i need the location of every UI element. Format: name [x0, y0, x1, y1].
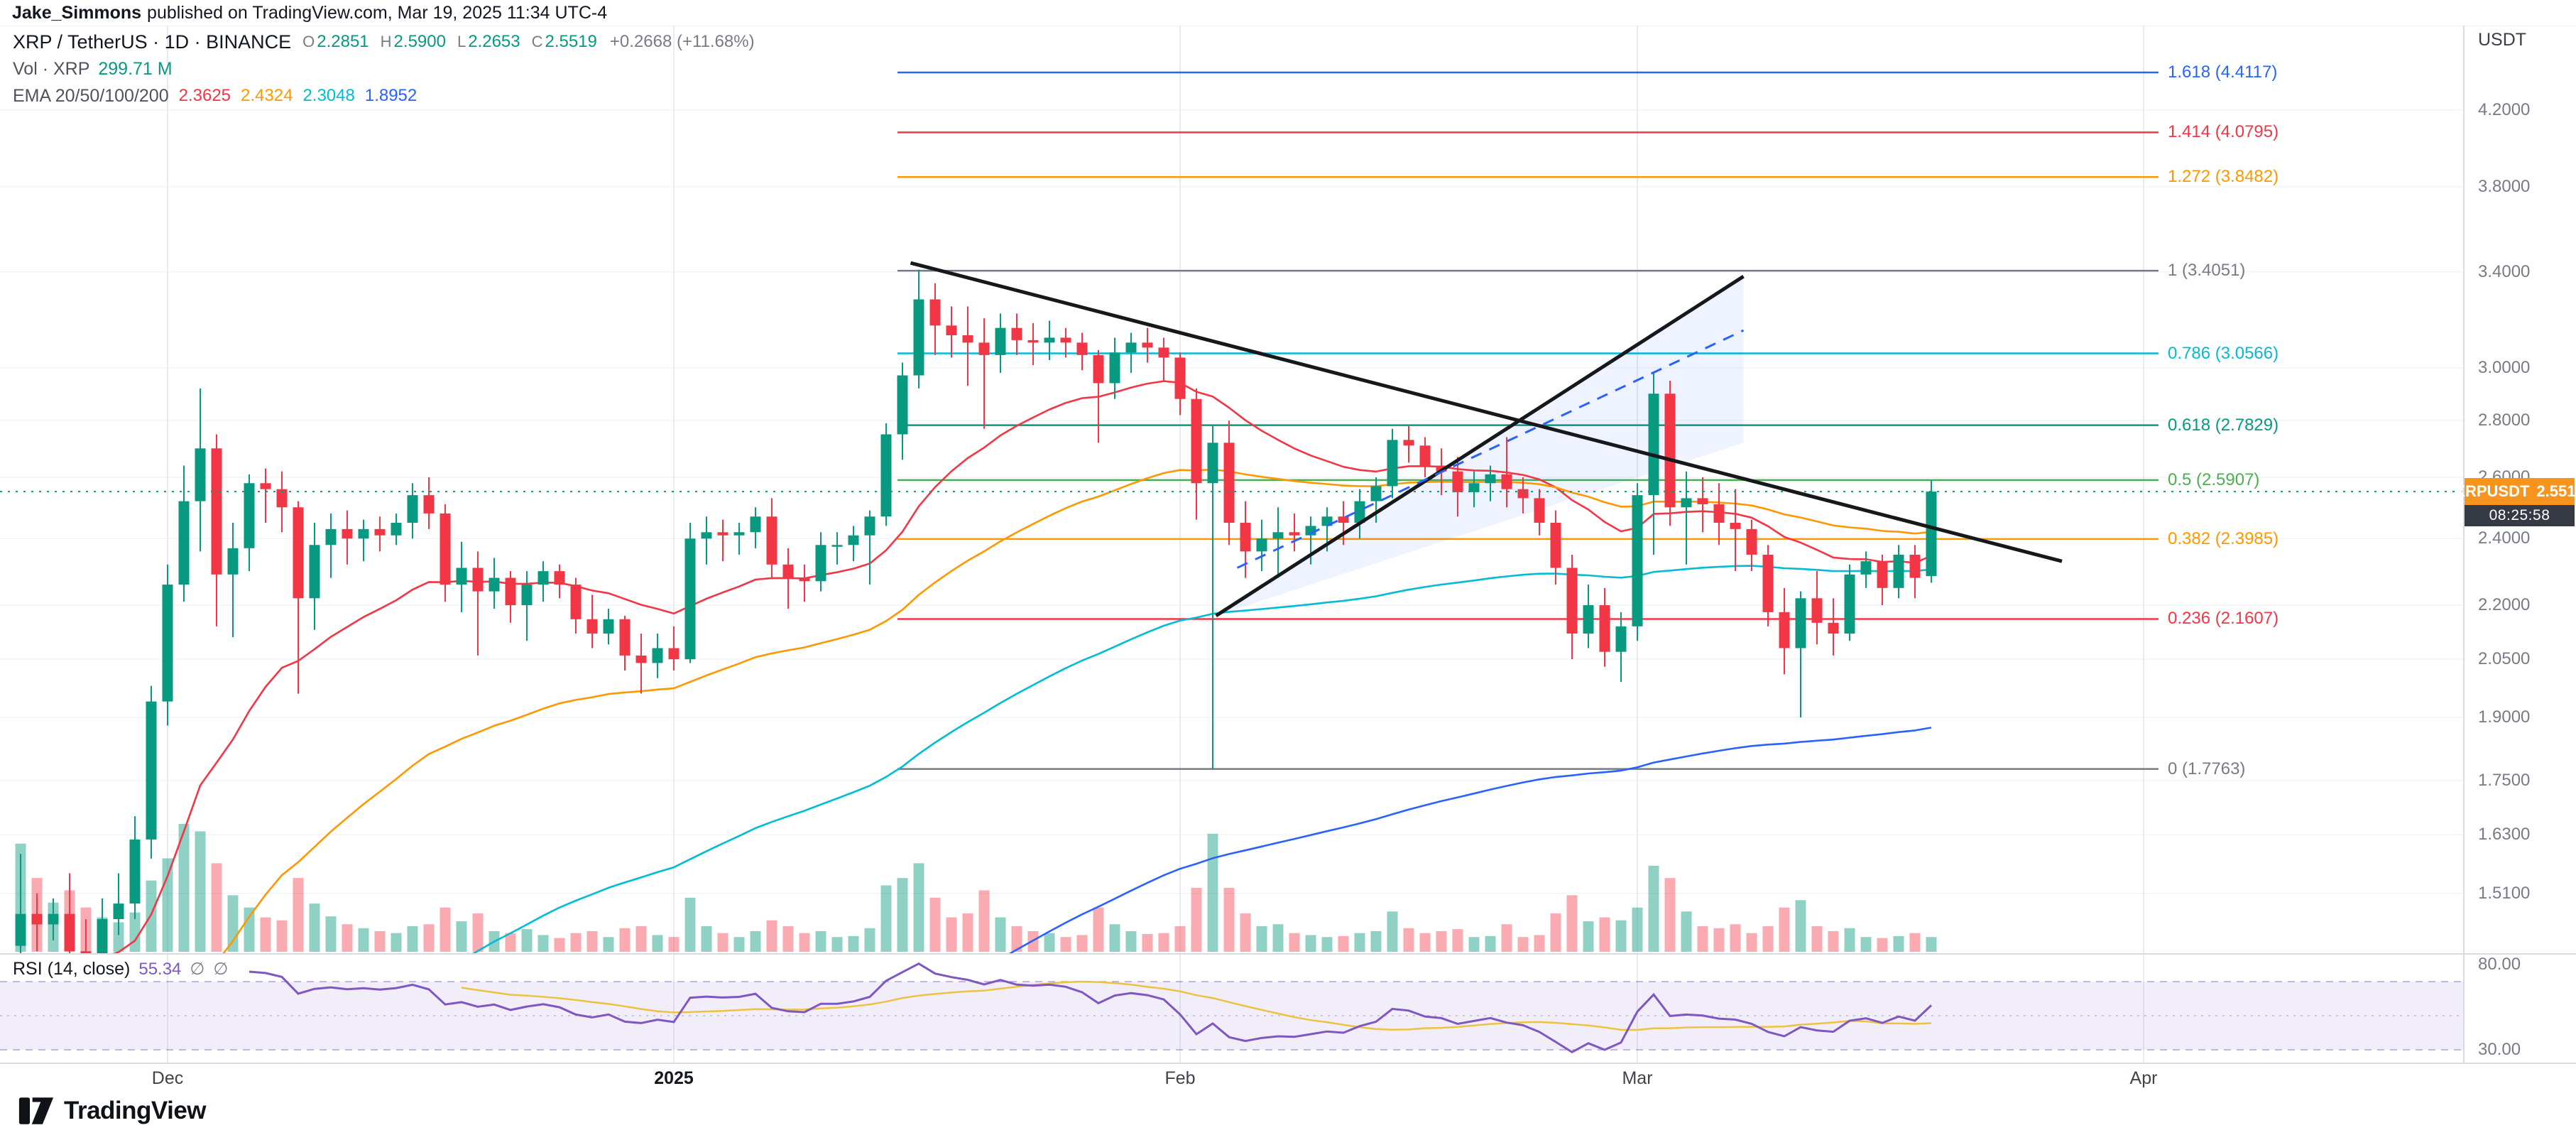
publisher-name: Jake_Simmons	[12, 2, 142, 23]
open-value: 2.2851	[317, 32, 369, 51]
empty-set-icon[interactable]: ∅	[213, 960, 229, 979]
currency-label: USDT	[2478, 30, 2527, 50]
volume-value: 299.71 M	[98, 58, 173, 79]
chart-legend: XRP / TetherUS · 1D · BINANCE O 2.2851 H…	[13, 28, 755, 109]
change-value: +0.2668 (+11.68%)	[609, 32, 755, 51]
badge-symbol: XRPUSDT	[2455, 482, 2530, 501]
ema-label: EMA 20/50/100/200	[13, 85, 169, 106]
open-label: O	[302, 33, 315, 50]
rsi-label: RSI (14, close)	[13, 959, 131, 979]
low-value: 2.2653	[468, 32, 520, 51]
high-value: 2.5900	[393, 32, 446, 51]
rsi-pane[interactable]	[0, 954, 2464, 1063]
close-label: C	[531, 33, 543, 50]
volume-legend-row[interactable]: Vol · XRP 299.71 M	[13, 55, 755, 82]
rsi-legend-row[interactable]: RSI (14, close) 55.34 ∅ ∅	[13, 959, 228, 979]
ema-value: 2.3048	[302, 86, 355, 105]
bar-close-countdown: 08:25:58	[2465, 505, 2575, 527]
ema-values: 2.3625 2.4324 2.3048 1.8952	[169, 86, 417, 106]
volume-label: Vol · XRP	[13, 58, 90, 79]
tradingview-footer[interactable]: TradingView	[18, 1095, 207, 1127]
symbol-title: XRP / TetherUS · 1D · BINANCE	[13, 31, 292, 53]
badge-price: 2.5519	[2536, 482, 2576, 501]
ema-legend-row[interactable]: EMA 20/50/100/200 2.3625 2.4324 2.3048 1.89…	[13, 82, 755, 109]
time-axis[interactable]	[0, 1063, 2464, 1094]
tradingview-logo-icon	[18, 1097, 54, 1124]
ema-value: 2.4324	[241, 86, 293, 105]
tradingview-wordmark: TradingView	[64, 1097, 207, 1124]
high-label: H	[380, 33, 392, 50]
empty-set-icon[interactable]: ∅	[190, 960, 205, 979]
low-label: L	[457, 33, 466, 50]
ema-value: 1.8952	[364, 86, 417, 105]
publish-info-bar: Jake_Simmons published on TradingView.co…	[0, 0, 2576, 26]
current-price-badge: XRPUSDT 2.5519	[2455, 478, 2576, 506]
publish-info-text: published on TradingView.com, Mar 19, 20…	[147, 2, 608, 23]
close-value: 2.5519	[545, 32, 597, 51]
symbol-legend-row[interactable]: XRP / TetherUS · 1D · BINANCE O 2.2851 H…	[13, 28, 755, 55]
rsi-value: 55.34	[138, 959, 182, 979]
ema-value: 2.3625	[178, 86, 231, 105]
price-axis[interactable]	[2464, 26, 2576, 1063]
